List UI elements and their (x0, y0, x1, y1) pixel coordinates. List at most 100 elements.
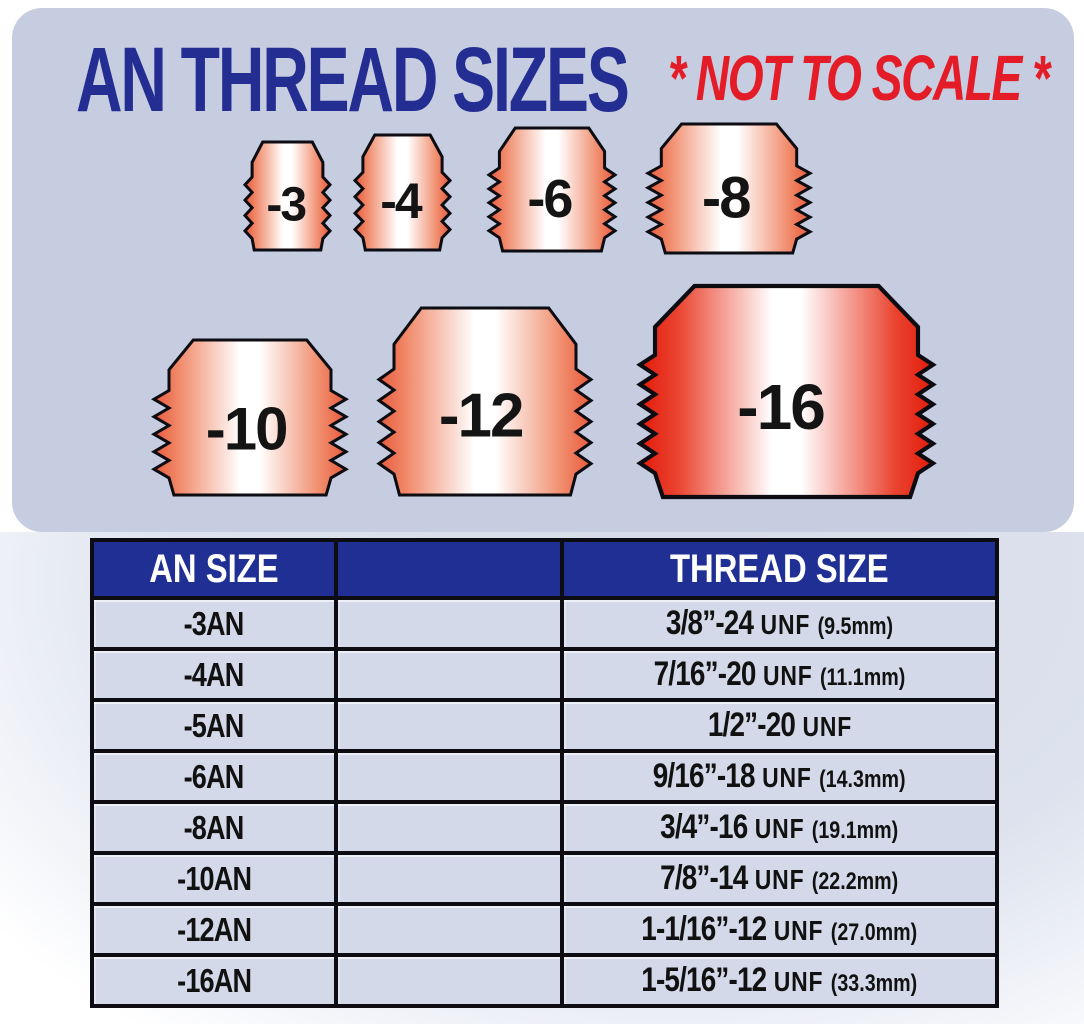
an-size-value: -5AN (184, 706, 245, 744)
thread-standard: UNF (774, 966, 824, 997)
thread-metric: (27.0mm) (831, 919, 918, 946)
table-header-an-size-label: AN SIZE (149, 546, 279, 591)
thread-standard: UNF (755, 813, 805, 844)
thread-fraction: 9/16”-18 (653, 757, 756, 795)
empty-cell (334, 749, 564, 804)
fitting-illustration--4: -4 (352, 133, 453, 252)
table-row: -12AN 1-1/16”-12 UNF (27.0mm) (90, 902, 999, 957)
an-size-cell: -16AN (90, 953, 338, 1008)
table-row: -4AN 7/16”-20 UNF (11.1mm) (90, 647, 999, 702)
an-size-value: -8AN (184, 808, 245, 846)
thread-fraction: 1/2”-20 (707, 706, 795, 744)
fitting-shape-icon: -4 (352, 133, 453, 252)
fitting-shape-icon: -6 (486, 126, 618, 253)
fitting-size-label: -12 (439, 382, 523, 451)
thread-fraction: 7/8”-14 (660, 859, 748, 897)
empty-cell (334, 902, 564, 957)
thread-fraction: 1-1/16”-12 (641, 910, 768, 948)
thread-size-value: 9/16”-18 UNF (14.3mm) (653, 757, 906, 796)
thread-size-cell: 7/8”-14 UNF (22.2mm) (560, 851, 999, 906)
thread-standard: UNF (755, 864, 805, 895)
thread-metric: (22.2mm) (812, 868, 899, 895)
empty-cell (334, 647, 564, 702)
thread-size-value: 7/16”-20 UNF (11.1mm) (654, 655, 906, 694)
table-row: -5AN 1/2”-20 UNF (90, 698, 999, 753)
an-size-cell: -5AN (90, 698, 338, 753)
thread-size-value: 3/8”-24 UNF (9.5mm) (666, 604, 893, 643)
fitting-shape-icon: -8 (644, 122, 814, 255)
page-title: AN THREAD SIZES (76, 29, 630, 131)
fitting-shape-icon: -16 (636, 283, 937, 500)
table-row: -16AN 1-5/16”-12 UNF (33.3mm) (90, 953, 999, 1008)
table-row: -6AN 9/16”-18 UNF (14.3mm) (90, 749, 999, 804)
empty-cell (334, 851, 564, 906)
thread-standard: UNF (760, 609, 811, 640)
thread-metric: (9.5mm) (817, 613, 894, 640)
fitting-shape-icon: -3 (242, 140, 333, 252)
fitting-illustration--10: -10 (151, 338, 349, 497)
an-size-value: -12AN (176, 910, 252, 948)
fitting-illustration--8: -8 (644, 122, 814, 255)
thread-fraction: 3/8”-24 (665, 604, 754, 642)
thread-size-cell: 1/2”-20 UNF (560, 698, 999, 753)
thread-fraction: 7/16”-20 (653, 655, 757, 693)
empty-cell (334, 698, 564, 753)
fitting-shape-icon: -12 (376, 306, 594, 497)
thread-size-value: 1-1/16”-12 UNF (27.0mm) (642, 910, 918, 949)
an-size-cell: -3AN (90, 596, 338, 651)
fitting-size-label: -10 (206, 395, 287, 462)
empty-cell (334, 953, 564, 1008)
thread-size-value: 1-5/16”-12 UNF (33.3mm) (642, 961, 918, 1000)
thread-fraction: 3/4”-16 (660, 808, 748, 846)
thread-metric: (11.1mm) (820, 664, 906, 691)
an-size-value: -4AN (184, 655, 245, 693)
fitting-size-label: -4 (380, 173, 423, 229)
thread-size-value: 7/8”-14 UNF (22.2mm) (660, 859, 898, 898)
empty-cell (334, 800, 564, 855)
table-row: -10AN 7/8”-14 UNF (22.2mm) (90, 851, 999, 906)
thread-standard: UNF (801, 711, 852, 742)
table-header-an-size: AN SIZE (90, 538, 338, 600)
fitting-size-label: -3 (266, 178, 305, 231)
empty-cell (334, 596, 564, 651)
thread-size-cell: 1-1/16”-12 UNF (27.0mm) (560, 902, 999, 957)
thread-standard: UNF (774, 915, 824, 946)
an-size-cell: -8AN (90, 800, 338, 855)
an-size-cell: -4AN (90, 647, 338, 702)
an-size-cell: -6AN (90, 749, 338, 804)
an-size-value: -16AN (176, 961, 252, 999)
thread-size-cell: 9/16”-18 UNF (14.3mm) (560, 749, 999, 804)
thread-standard: UNF (762, 660, 813, 691)
thread-size-value: 3/4”-16 UNF (19.1mm) (660, 808, 898, 847)
thread-size-cell: 1-5/16”-12 UNF (33.3mm) (560, 953, 999, 1008)
thread-metric: (14.3mm) (819, 766, 906, 793)
an-size-value: -6AN (184, 757, 245, 795)
thread-size-cell: 7/16”-20 UNF (11.1mm) (560, 647, 999, 702)
thread-metric: (33.3mm) (831, 970, 918, 997)
thread-standard: UNF (762, 762, 813, 793)
thread-size-value: 1/2”-20 UNF (707, 706, 851, 745)
table-header-row: AN SIZE THREAD SIZE (90, 538, 999, 600)
not-to-scale-note: * NOT TO SCALE * (668, 42, 1050, 114)
table-header-middle (334, 538, 564, 600)
fitting-illustration--3: -3 (242, 140, 333, 252)
an-size-cell: -12AN (90, 902, 338, 957)
fitting-illustration--12: -12 (376, 306, 594, 497)
thread-metric: (19.1mm) (812, 817, 899, 844)
an-size-value: -10AN (176, 859, 252, 897)
thread-fraction: 1-5/16”-12 (641, 961, 768, 999)
fitting-shape-icon: -10 (151, 338, 349, 497)
an-size-value: -3AN (184, 604, 245, 642)
fitting-size-label: -8 (702, 166, 750, 231)
fitting-illustration--16: -16 (636, 283, 937, 500)
table-header-thread-size: THREAD SIZE (560, 538, 999, 600)
thread-size-cell: 3/8”-24 UNF (9.5mm) (560, 596, 999, 651)
table-row: -8AN 3/4”-16 UNF (19.1mm) (90, 800, 999, 855)
thread-size-cell: 3/4”-16 UNF (19.1mm) (560, 800, 999, 855)
an-size-cell: -10AN (90, 851, 338, 906)
fitting-size-label: -16 (737, 371, 824, 443)
fitting-size-label: -6 (527, 169, 572, 229)
table-header-thread-size-label: THREAD SIZE (670, 546, 889, 591)
thread-size-table: AN SIZE THREAD SIZE -3AN 3/8”-24 UNF (9.5mm… (90, 538, 999, 1008)
